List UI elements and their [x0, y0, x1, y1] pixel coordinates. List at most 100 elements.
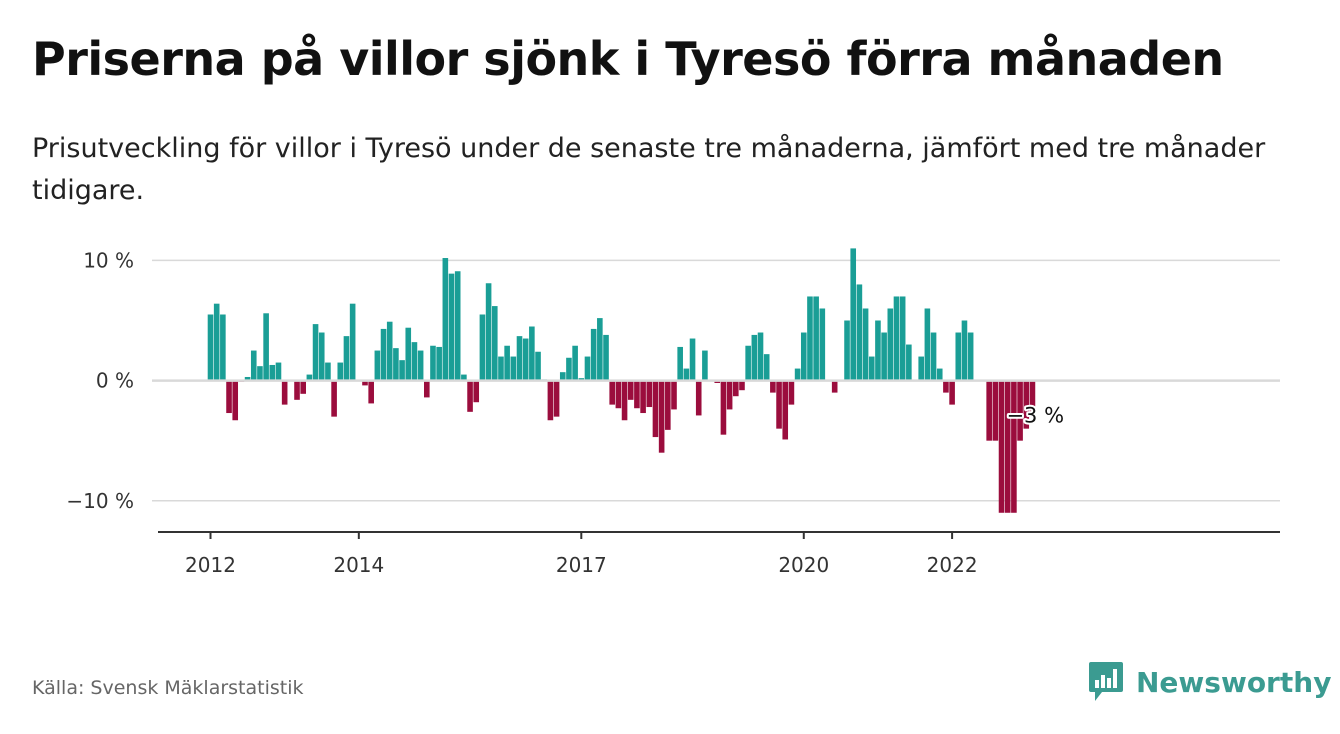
bar — [868, 356, 875, 381]
y-tick-label: −10 % — [66, 489, 134, 513]
bar — [461, 374, 467, 381]
bar — [281, 380, 288, 405]
bar — [899, 296, 906, 381]
bar — [739, 380, 745, 391]
bar — [510, 356, 517, 381]
bar — [652, 380, 659, 438]
bar — [257, 366, 263, 381]
bar-chart-logo-icon — [1089, 662, 1123, 701]
bar — [955, 332, 962, 381]
x-axis-ticks: 2012 2014 2017 2020 2022 — [185, 532, 978, 577]
annotations: −3 % — [1004, 402, 1066, 430]
bar — [695, 380, 702, 416]
bar — [967, 332, 974, 381]
bar — [757, 332, 764, 381]
x-tick-label: 2020 — [778, 553, 829, 577]
bar — [559, 372, 566, 381]
bar — [300, 380, 306, 394]
bar — [386, 321, 393, 381]
bar — [220, 314, 226, 381]
bar — [986, 380, 992, 441]
bar — [232, 380, 239, 421]
bar — [529, 326, 535, 381]
bar — [226, 380, 232, 414]
bar — [702, 350, 708, 381]
bar — [640, 380, 646, 414]
bar — [906, 344, 912, 381]
bar — [850, 248, 857, 381]
brand-logo[interactable]: Newsworthy — [1088, 660, 1331, 704]
bar — [677, 346, 683, 381]
bar — [399, 360, 405, 381]
bar — [522, 338, 529, 381]
y-tick-label: 0 % — [96, 369, 134, 393]
bar — [862, 308, 869, 381]
grid-lines — [152, 259, 1280, 502]
bar — [1023, 380, 1030, 429]
bar — [362, 380, 368, 386]
bar — [547, 380, 554, 421]
bar — [504, 345, 510, 381]
bar — [294, 380, 300, 400]
bar — [930, 332, 937, 381]
bar — [485, 283, 492, 381]
bar — [615, 380, 622, 409]
bar — [325, 362, 331, 381]
bar — [918, 356, 924, 381]
bar — [788, 380, 795, 405]
bar — [590, 328, 597, 381]
bar — [893, 296, 900, 381]
bar — [411, 342, 418, 381]
bar — [572, 345, 578, 381]
bar — [665, 380, 671, 430]
bar — [380, 328, 387, 381]
y-axis-ticks: 10 % 0 % −10 % — [66, 248, 134, 512]
bar — [881, 332, 887, 381]
bar — [584, 356, 591, 381]
bar — [992, 380, 999, 441]
bar — [603, 334, 609, 381]
bar — [436, 346, 442, 381]
bar — [467, 380, 473, 412]
bar — [207, 314, 214, 381]
bar — [813, 296, 819, 381]
bar — [720, 380, 727, 435]
bar — [393, 348, 399, 381]
bar — [782, 380, 789, 440]
bar — [1029, 380, 1036, 417]
bar — [733, 380, 739, 397]
bar — [819, 308, 826, 381]
bar — [646, 380, 653, 408]
bar — [683, 368, 690, 381]
bar — [349, 303, 356, 381]
x-tick-label: 2014 — [333, 553, 384, 577]
bar — [1004, 380, 1011, 513]
bar — [627, 380, 634, 400]
bar — [306, 374, 313, 381]
bar — [430, 345, 436, 381]
bar — [844, 320, 850, 381]
bar — [597, 318, 603, 381]
bar — [763, 354, 770, 381]
bar — [887, 308, 894, 381]
bar — [671, 380, 677, 410]
bar — [331, 380, 337, 417]
bar — [337, 362, 344, 381]
bar — [856, 284, 863, 381]
x-tick-label: 2022 — [927, 553, 978, 577]
bar — [442, 258, 449, 381]
x-tick-label: 2017 — [556, 553, 607, 577]
bar — [417, 350, 424, 381]
bar — [831, 380, 838, 393]
bar — [658, 380, 665, 453]
bar — [609, 380, 615, 405]
bar-chart: 10 % 0 % −10 % 2012 2014 2017 2020 2022 −3 % — [66, 248, 1280, 577]
bar — [250, 350, 257, 381]
bar — [275, 362, 282, 381]
bar — [312, 324, 319, 381]
bar — [566, 357, 572, 381]
bar — [269, 364, 276, 381]
bars — [207, 248, 1036, 513]
bar — [807, 296, 813, 381]
bar — [751, 334, 758, 381]
